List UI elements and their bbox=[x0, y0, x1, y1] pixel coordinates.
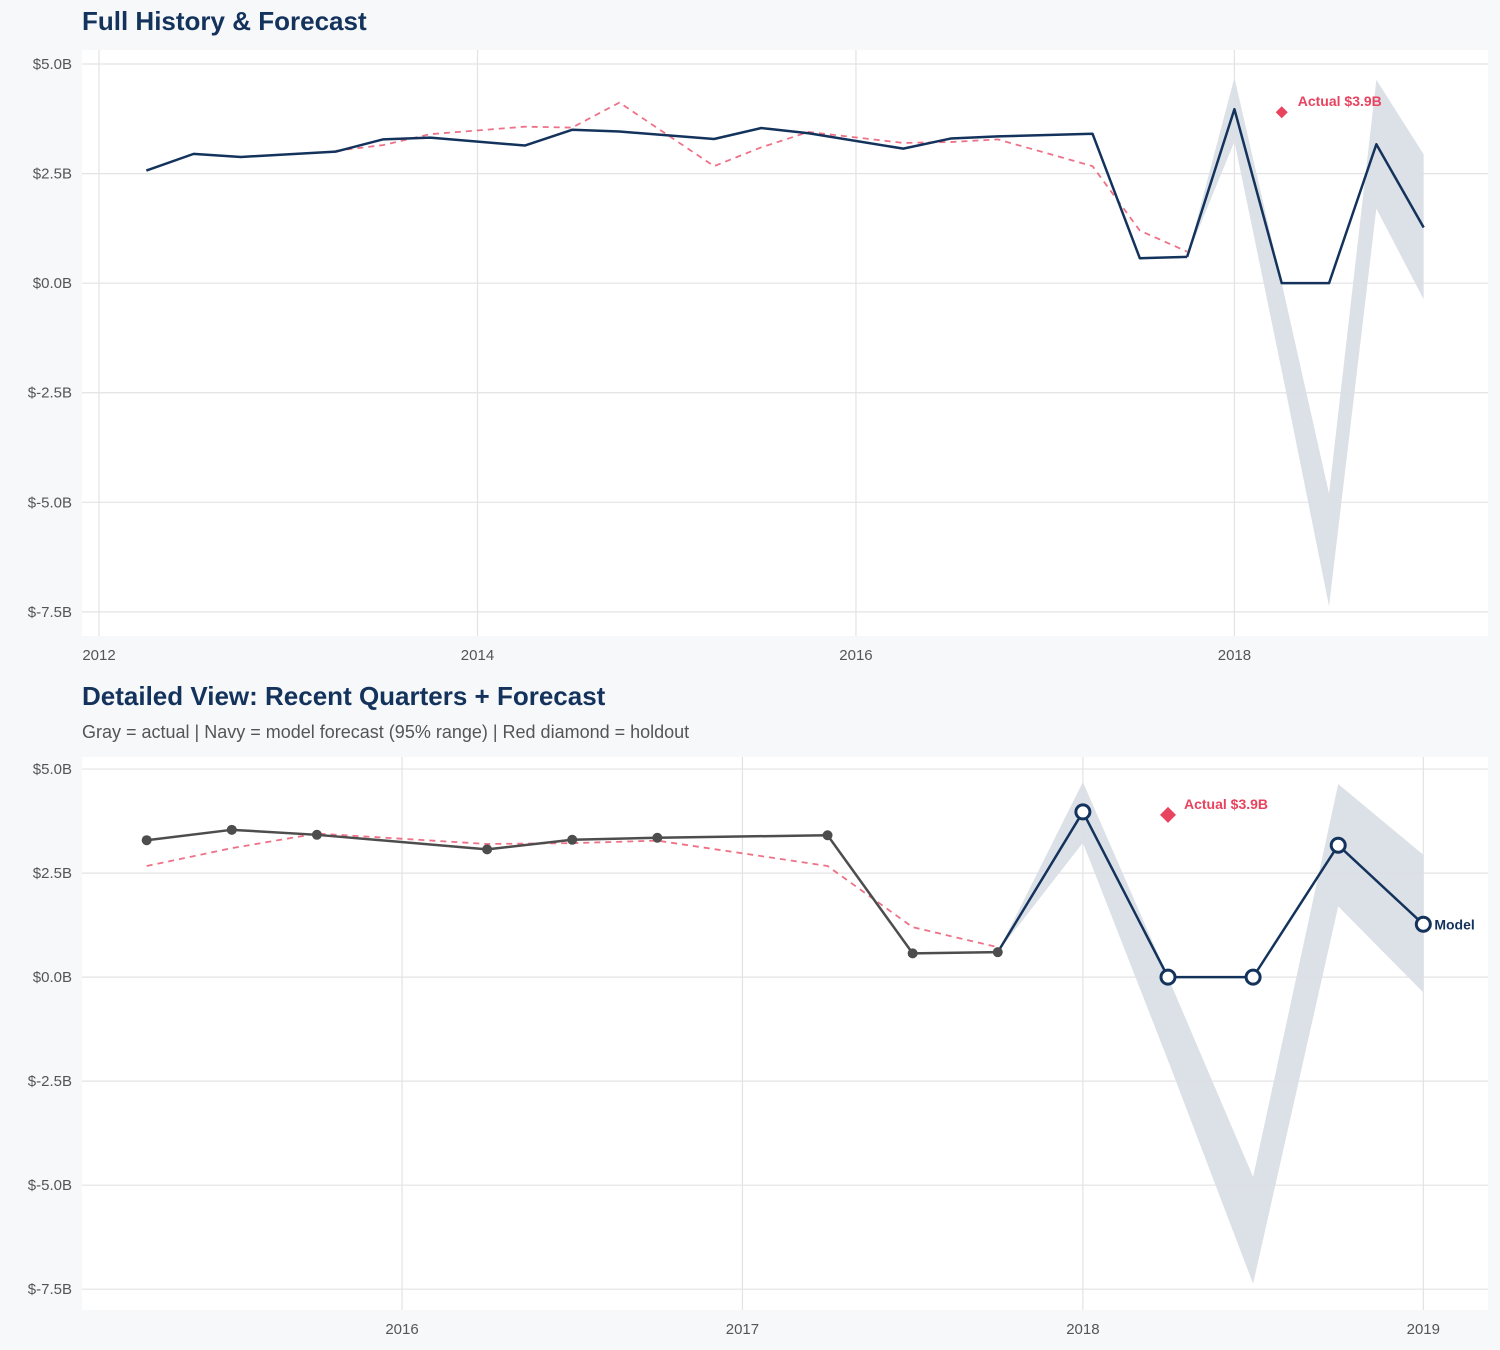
y-tick-label: $-7.5B bbox=[28, 604, 72, 621]
x-tick-label: 2018 bbox=[1066, 1321, 1099, 1338]
y-tick-label: $0.0B bbox=[33, 969, 72, 986]
actual-point bbox=[141, 835, 152, 846]
x-tick-label: 2019 bbox=[1407, 1321, 1440, 1338]
y-tick-label: $-2.5B bbox=[28, 1073, 72, 1090]
actual-line bbox=[145, 126, 1188, 260]
actual-point bbox=[822, 830, 833, 841]
forecast-line bbox=[996, 810, 1425, 979]
actual-point bbox=[226, 824, 237, 835]
top-chart-title: Full History & Forecast bbox=[82, 6, 367, 36]
holdout-diamond bbox=[1159, 806, 1176, 823]
y-tick-label: $5.0B bbox=[33, 761, 72, 778]
x-tick-label: 2018 bbox=[1218, 647, 1251, 664]
bottom-plot-panel bbox=[82, 757, 1488, 1310]
bottom-chart-title: Detailed View: Recent Quarters + Forecas… bbox=[82, 681, 606, 711]
y-tick-label: $2.5B bbox=[33, 865, 72, 882]
x-tick-label: 2016 bbox=[385, 1321, 418, 1338]
actual-point bbox=[992, 947, 1003, 958]
top-chart: $5.0B $2.5B $0.0B $-2.5B $-5.0B $-7.5B 2012 201… bbox=[28, 50, 1488, 664]
holdout-label: Actual $3.9B bbox=[1184, 796, 1268, 812]
holdout-diamond bbox=[1275, 106, 1288, 119]
y-tick-label: $-2.5B bbox=[28, 385, 72, 402]
x-tick-label: 2012 bbox=[82, 647, 115, 664]
actual-point bbox=[567, 834, 578, 845]
x-tick-label: 2014 bbox=[461, 647, 494, 664]
forecast-point bbox=[1329, 836, 1347, 854]
actual-point bbox=[482, 844, 493, 855]
x-tick-label: 2017 bbox=[726, 1321, 759, 1338]
fitted-dashed-line bbox=[335, 101, 1188, 253]
forecast-point bbox=[1159, 968, 1177, 986]
top-plot-panel bbox=[82, 50, 1488, 636]
actual-point bbox=[907, 948, 918, 959]
y-tick-label: $0.0B bbox=[33, 275, 72, 292]
bottom-chart: $5.0B $2.5B $0.0B $-2.5B $-5.0B $-7.5B 2016 201… bbox=[28, 757, 1488, 1338]
y-tick-label: $5.0B bbox=[33, 56, 72, 73]
forecast-95-range-band bbox=[1187, 77, 1424, 607]
forecast-point bbox=[1074, 803, 1092, 821]
forecast-point bbox=[1244, 968, 1262, 986]
forecast-point bbox=[1414, 915, 1432, 933]
y-tick-label: $-5.0B bbox=[28, 494, 72, 511]
holdout-label: Actual $3.9B bbox=[1298, 93, 1382, 109]
y-tick-label: $-5.0B bbox=[28, 1177, 72, 1194]
model-label: Model bbox=[1434, 916, 1474, 932]
y-tick-label: $2.5B bbox=[33, 166, 72, 183]
bottom-chart-subtitle: Gray = actual | Navy = model forecast (9… bbox=[82, 722, 690, 742]
x-tick-label: 2016 bbox=[839, 647, 872, 664]
actual-point bbox=[652, 832, 663, 843]
fitted-dashed-line bbox=[146, 832, 998, 949]
forecast-line bbox=[1185, 107, 1425, 285]
forecast-95-range-band bbox=[997, 781, 1424, 1284]
actual-point bbox=[311, 829, 322, 840]
y-tick-label: $-7.5B bbox=[28, 1281, 72, 1298]
